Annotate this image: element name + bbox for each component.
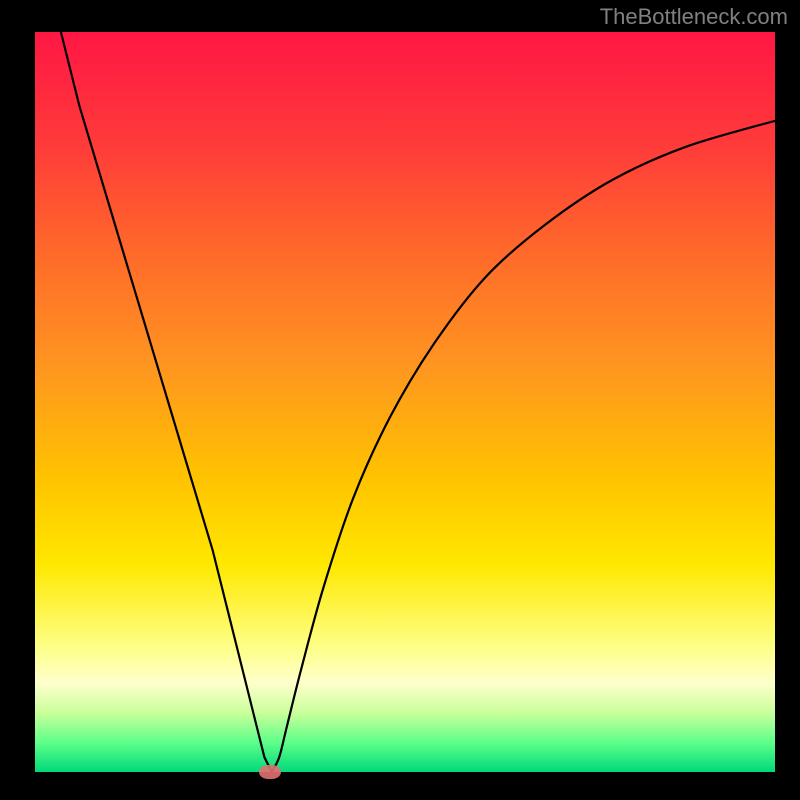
bottleneck-curve: [61, 32, 775, 772]
plot-area: [35, 32, 775, 772]
minimum-marker: [259, 765, 281, 779]
watermark-text: TheBottleneck.com: [600, 4, 788, 30]
chart-container: TheBottleneck.com: [0, 0, 800, 800]
curve-svg: [35, 32, 775, 772]
